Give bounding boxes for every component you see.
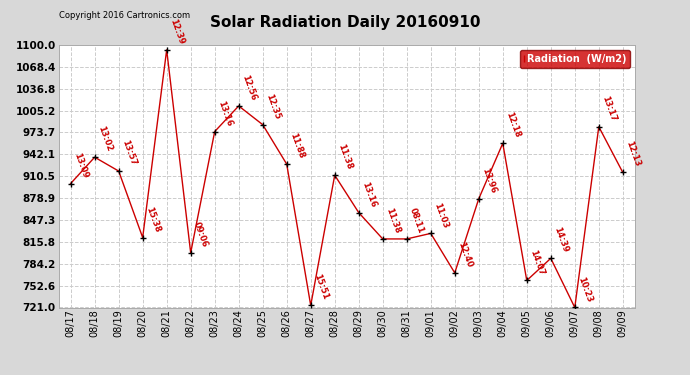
Text: 13:02: 13:02 [96,125,114,153]
Text: 12:18: 12:18 [504,111,522,139]
Text: 13:16: 13:16 [216,99,234,128]
Text: 13:57: 13:57 [120,139,137,167]
Text: 09:06: 09:06 [192,220,210,249]
Text: 10:23: 10:23 [576,275,593,303]
Text: 08:11: 08:11 [408,207,426,235]
Text: 11:03: 11:03 [432,201,450,229]
Text: 12:39: 12:39 [168,18,186,46]
Text: 11:38: 11:38 [336,143,354,171]
Text: Solar Radiation Daily 20160910: Solar Radiation Daily 20160910 [210,15,480,30]
Text: 12:56: 12:56 [240,74,258,102]
Text: 13:96: 13:96 [480,166,497,195]
Text: 11:38: 11:38 [384,207,402,235]
Text: 12:35: 12:35 [264,92,282,120]
Text: 14:07: 14:07 [528,248,546,276]
Text: 11:88: 11:88 [288,132,306,160]
Text: 14:39: 14:39 [552,226,570,254]
Text: Copyright 2016 Cartronics.com: Copyright 2016 Cartronics.com [59,11,190,20]
Text: 13:16: 13:16 [360,180,377,209]
Text: 12:13: 12:13 [624,140,642,168]
Text: 12:40: 12:40 [456,240,474,269]
Text: 13:09: 13:09 [72,152,90,179]
Legend: Radiation  (W/m2): Radiation (W/m2) [520,50,630,68]
Text: 15:51: 15:51 [312,273,330,301]
Text: 13:17: 13:17 [600,94,618,123]
Text: 15:38: 15:38 [144,205,161,233]
